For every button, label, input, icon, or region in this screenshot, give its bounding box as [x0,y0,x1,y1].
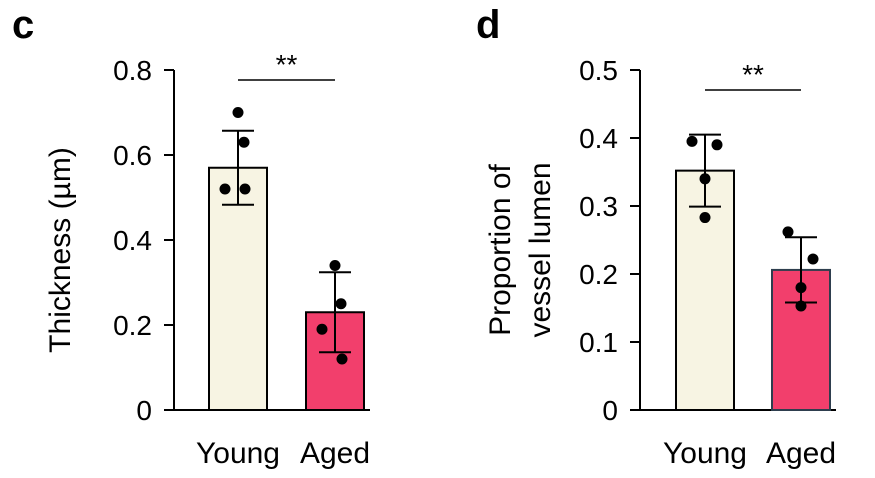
data-point [329,260,341,271]
data-point [238,136,250,148]
data-point [335,298,347,310]
panel-letter-c: c [12,3,34,47]
y-tick-label: 0.2 [113,310,152,341]
chart-panel-d: 0 0.1 0.2 0.3 0.4 0.5 Proportion of vessel lume… [484,55,836,470]
data-point [316,323,328,335]
category-label: Young [196,437,280,470]
y-tick-label: 0.1 [579,327,618,358]
data-point [807,253,819,265]
data-point [239,183,251,195]
y-axis-title: Proportion of [484,163,517,335]
category-label: Young [663,437,747,470]
data-point [336,353,348,365]
y-tick-label: 0.3 [579,191,618,222]
data-point [219,183,231,195]
data-point [795,300,807,312]
y-axis-title: vessel lumen [524,162,557,337]
significance-label: ** [742,59,764,90]
data-point [686,135,698,147]
chart-panel-c: 0 0.2 0.4 0.6 0.8 Thickness (µm) Young Aged ** [44,49,370,470]
data-point [782,226,794,238]
category-label: Aged [300,437,370,470]
y-axis-title: Thickness (µm) [44,147,77,353]
data-point [699,212,711,224]
significance-label: ** [276,49,298,80]
y-tick-label: 0.5 [579,55,618,86]
bar-young [675,169,735,411]
y-tick-label: 0.8 [113,55,152,86]
data-point [232,107,244,118]
y-tick-label: 0.6 [113,140,152,171]
data-point [795,282,807,294]
data-point [711,139,723,151]
y-tick-label: 0.4 [579,123,618,154]
y-tick-label: 0.2 [579,259,618,290]
bar-young [208,166,268,411]
category-label: Aged [766,437,836,470]
y-tick-label: 0 [136,395,152,426]
data-point [699,173,711,185]
y-tick-label: 0 [602,395,618,426]
y-tick-label: 0.4 [113,225,152,256]
panel-letter-d: d [476,3,500,47]
